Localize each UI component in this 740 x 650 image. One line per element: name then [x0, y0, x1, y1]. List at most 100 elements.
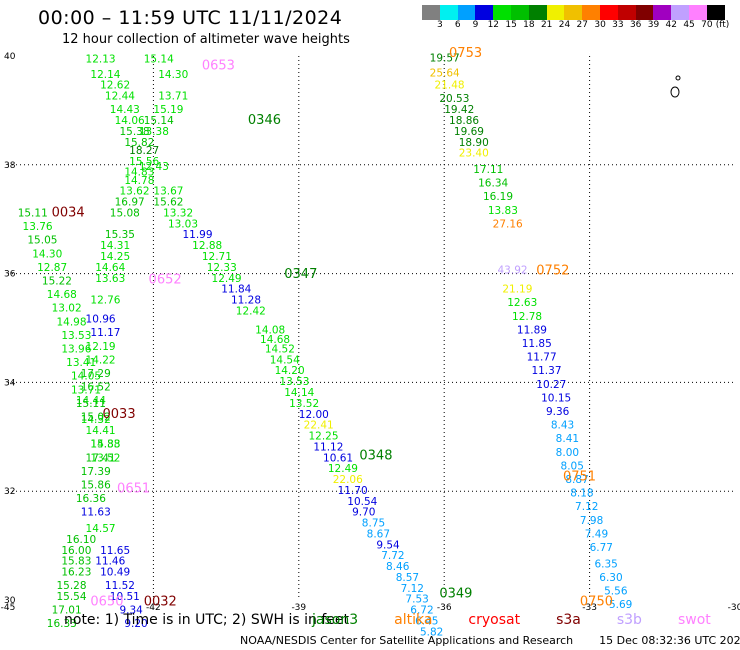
footer-timestamp: 15 Dec 08:32:36 UTC 2024 [599, 634, 740, 647]
wave-height-value: 15.14 [144, 115, 174, 127]
wave-height-value: 14.44 [76, 395, 106, 407]
wave-height-value: 6.35 [594, 558, 617, 570]
wave-height-value: 11.63 [81, 507, 111, 519]
wave-height-value: 11.99 [182, 229, 212, 241]
wave-height-value: 14.98 [56, 316, 86, 328]
wave-height-value: 15.82 [124, 137, 154, 149]
legend-swatch [635, 5, 654, 20]
wave-height-value: 15.02 [81, 411, 111, 423]
wave-height-value: 15.62 [153, 197, 183, 209]
legend-label: 33 [612, 20, 624, 30]
wave-height-value: 23.40 [459, 148, 489, 160]
lon-tick-label: -36 [437, 603, 452, 613]
wave-height-value: 14.31 [100, 240, 130, 252]
wave-height-value: 19.57 [430, 52, 460, 64]
wave-height-value: 6.72 [410, 605, 433, 617]
wave-height-value: 12.63 [507, 297, 537, 309]
pass-time-label: 0033 [103, 407, 136, 422]
wave-height-value: 14.05 [71, 371, 101, 383]
wave-height-value: 8.75 [362, 518, 385, 530]
legend-swatches [422, 5, 729, 20]
wave-height-value: 17.39 [81, 466, 111, 478]
wave-height-value: 12.00 [299, 409, 329, 421]
wave-height-value: 13.53 [279, 376, 309, 388]
wave-height-value: 21.19 [502, 284, 532, 296]
legend-swatch [510, 5, 529, 20]
wave-height-value: 14.08 [255, 324, 285, 336]
wave-height-value: 11.52 [105, 580, 135, 592]
lat-tick-label: 30 [4, 596, 16, 606]
pass-time-label: 0751 [563, 469, 596, 484]
wave-height-value: 15.38 [119, 126, 149, 138]
wave-height-value: 22.41 [304, 420, 334, 432]
wave-height-value: 12.25 [308, 431, 338, 443]
wave-height-value: 14.52 [265, 343, 295, 355]
wave-height-value: 21.48 [435, 80, 465, 92]
wave-height-value: 7.12 [401, 583, 424, 595]
wave-height-value: 15.05 [27, 235, 57, 247]
wave-height-value: 12.14 [90, 69, 120, 81]
wave-height-value: 20.53 [439, 93, 469, 105]
legend-swatch [422, 5, 440, 20]
wave-height-value: 17.41 [86, 452, 116, 464]
page-subtitle: 12 hour collection of altimeter wave hei… [62, 32, 350, 47]
wave-height-value: 11.28 [231, 295, 261, 307]
wave-height-value: 10.54 [347, 496, 377, 508]
wave-height-value: 9.20 [124, 618, 147, 630]
pass-time-label: 0349 [439, 586, 472, 601]
pass-time-label: 0753 [449, 46, 482, 61]
wave-height-value: 13.67 [153, 186, 183, 198]
wave-height-value: 7.98 [580, 515, 603, 527]
wave-height-value: 11.84 [221, 284, 251, 296]
satellite-label-jason3: jason3 [312, 612, 359, 628]
wave-height-value: 17.11 [473, 164, 503, 176]
wave-height-value: 16.23 [61, 567, 91, 579]
wave-height-value: 15.08 [110, 207, 140, 219]
wave-height-value: 15.11 [76, 398, 106, 410]
lat-tick-label: 32 [4, 487, 15, 497]
wave-height-value: 12.44 [105, 91, 135, 103]
wave-height-value: 8.57 [396, 572, 419, 584]
wave-height-value: 7.12 [575, 501, 598, 513]
wave-height-value: 8.00 [556, 447, 579, 459]
legend-label: 9 [472, 20, 479, 30]
legend-swatch [688, 5, 707, 20]
lon-tick-label: -33 [582, 603, 597, 613]
wave-height-value: 14.64 [95, 262, 125, 274]
island-marker [675, 75, 681, 81]
pass-time-label: 0032 [144, 594, 177, 609]
wave-height-value: 14.57 [86, 523, 116, 535]
wave-height-value: 13.53 [61, 330, 91, 342]
wave-height-value: 13.03 [168, 218, 198, 230]
wave-height-value: 14.54 [270, 354, 300, 366]
legend-swatch [457, 5, 476, 20]
wave-height-value: 13.96 [61, 343, 91, 355]
wave-height-value: 6.45 [415, 615, 438, 627]
wave-height-value: 16.52 [81, 382, 111, 394]
wave-height-value: 11.17 [90, 327, 120, 339]
wave-height-value: 13.76 [23, 221, 53, 233]
wave-height-value: 9.70 [352, 507, 375, 519]
wave-height-value: 14.22 [86, 354, 116, 366]
wave-height-value: 8.87 [565, 474, 588, 486]
wave-height-value: 13.02 [52, 303, 82, 315]
wave-height-value: 15.56 [129, 156, 159, 168]
wave-height-value: 9.54 [376, 539, 400, 551]
page-title: 00:00 – 11:59 UTC 11/11/2024 [38, 7, 343, 29]
wave-height-value: 10.51 [110, 591, 140, 603]
wave-height-value: 19.42 [444, 104, 474, 116]
wave-height-value: 8.05 [561, 460, 584, 472]
wave-height-value: 11.85 [522, 338, 552, 350]
wave-height-value: 12.19 [86, 341, 116, 353]
pass-time-label: 0752 [536, 264, 569, 279]
legend-swatch [564, 5, 583, 20]
wave-height-value: 11.70 [338, 485, 368, 497]
wave-height-value: 14.68 [260, 334, 290, 346]
wave-height-value: 12.49 [328, 463, 358, 475]
lon-tick-label: -39 [291, 603, 306, 613]
wave-height-value: 14.20 [275, 365, 305, 377]
pass-time-label: 0650 [90, 594, 123, 609]
footer: NOAA/NESDIS Center for Satellite Applica… [240, 634, 740, 647]
legend-label: 30 [594, 20, 606, 30]
pass-time-label: 0750 [580, 594, 613, 609]
